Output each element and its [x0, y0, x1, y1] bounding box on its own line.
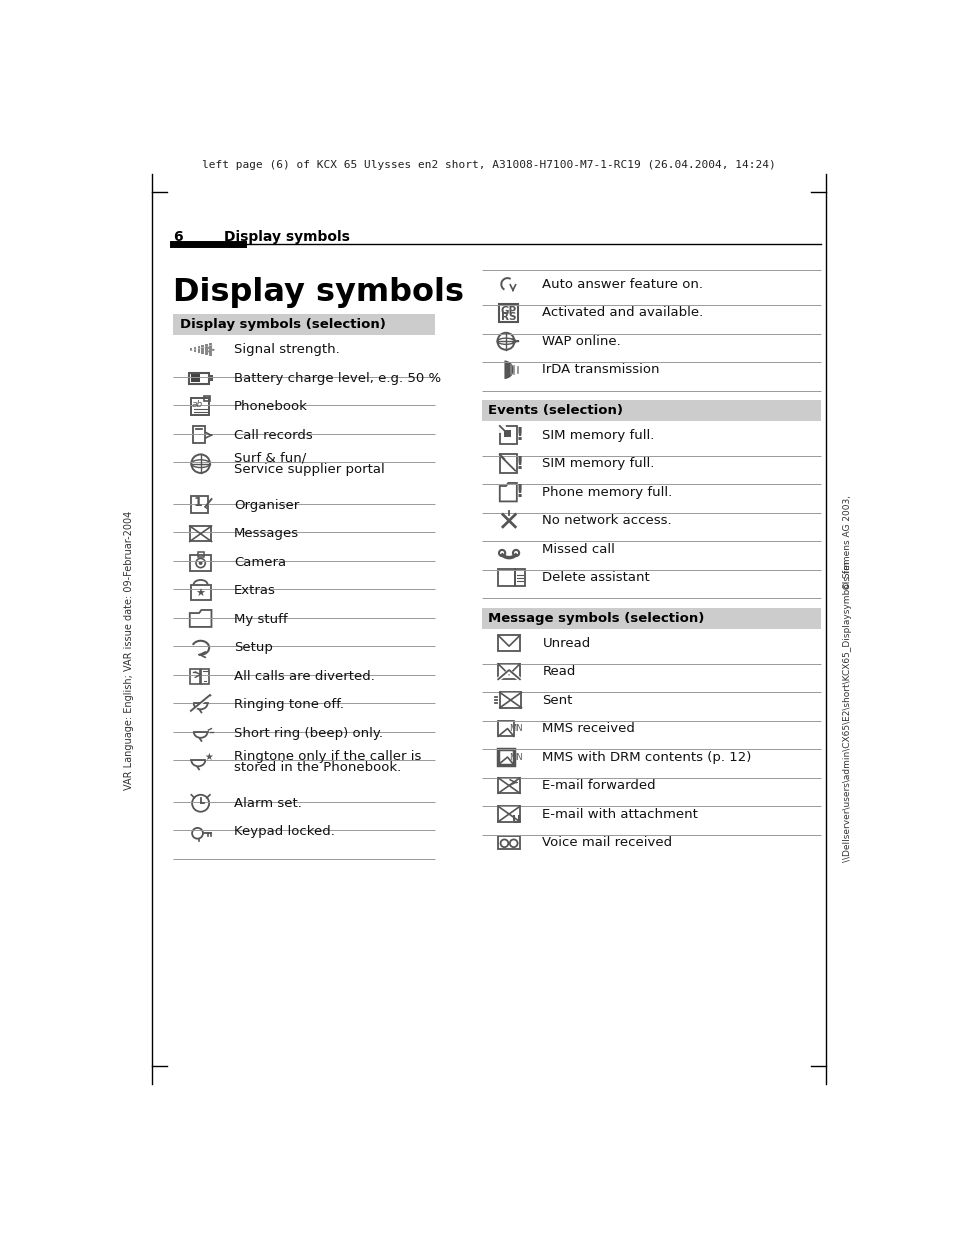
Text: MMS received: MMS received [542, 723, 635, 735]
Text: U: U [512, 815, 520, 825]
Bar [499, 693, 521, 708]
Text: Activated and available.: Activated and available. [542, 307, 703, 319]
Bar [190, 348, 193, 351]
Text: All calls are diverted.: All calls are diverted. [233, 669, 375, 683]
Bar [191, 399, 209, 415]
Text: Service supplier portal: Service supplier portal [233, 464, 384, 476]
Text: Unread: Unread [542, 637, 590, 649]
Text: Ringing tone off.: Ringing tone off. [233, 698, 344, 711]
Bar [193, 426, 205, 442]
Bar [503, 430, 511, 437]
Bar [497, 569, 515, 586]
Text: Setup: Setup [233, 642, 273, 654]
Text: RS: RS [500, 313, 516, 323]
Bar [497, 635, 519, 650]
Bar [515, 569, 524, 586]
Text: SIM memory full.: SIM memory full. [542, 429, 654, 441]
Bar [204, 396, 210, 400]
Text: © Siemens AG 2003,: © Siemens AG 2003, [842, 495, 851, 589]
Bar [190, 526, 212, 542]
Text: !: ! [516, 483, 523, 501]
Text: !: ! [516, 455, 523, 472]
Bar [481, 400, 820, 421]
Bar [190, 669, 199, 684]
Text: Delete assistant: Delete assistant [542, 571, 649, 584]
Text: Read: Read [542, 665, 576, 678]
Text: Events (selection): Events (selection) [488, 404, 622, 417]
Bar [497, 806, 519, 821]
Text: Display symbols (selection): Display symbols (selection) [179, 318, 385, 330]
Text: No network access.: No network access. [542, 515, 671, 527]
Text: Missed call: Missed call [542, 543, 615, 556]
Bar [189, 373, 209, 384]
Bar [173, 314, 435, 335]
Bar [209, 344, 212, 356]
Text: Display symbols: Display symbols [173, 277, 464, 308]
Text: E-mail with attachment: E-mail with attachment [542, 807, 698, 821]
Bar [497, 721, 513, 736]
Text: Organiser: Organiser [233, 498, 299, 512]
Text: ★: ★ [195, 589, 206, 599]
Bar [197, 552, 204, 557]
Text: !: ! [516, 426, 523, 444]
Text: Message symbols (selection): Message symbols (selection) [488, 612, 703, 625]
Bar [192, 496, 208, 513]
Text: stored in the Phonebook.: stored in the Phonebook. [233, 761, 401, 774]
Text: left page (6) of KCX 65 Ulysses en2 short, A31008-H7100-M7-1-RC19 (26.04.2004, 1: left page (6) of KCX 65 Ulysses en2 shor… [202, 161, 775, 171]
Text: Ringtone only if the caller is: Ringtone only if the caller is [233, 750, 421, 763]
Bar [497, 749, 513, 765]
Bar [481, 608, 820, 629]
Text: Camera: Camera [233, 556, 286, 568]
Text: E-mail forwarded: E-mail forwarded [542, 779, 656, 792]
Bar [191, 374, 199, 383]
Text: ★: ★ [204, 753, 213, 763]
Bar [499, 455, 517, 473]
Text: Call records: Call records [233, 429, 313, 441]
Bar [498, 304, 517, 321]
Bar [209, 375, 213, 381]
Bar [497, 664, 519, 679]
Bar [497, 778, 519, 794]
Text: MMS with DRM contents (p. 12): MMS with DRM contents (p. 12) [542, 750, 751, 764]
Text: WAP online.: WAP online. [542, 335, 620, 348]
Bar [497, 836, 519, 850]
Bar [499, 426, 517, 445]
Text: VAR Language: English; VAR issue date: 09-Februar-2004: VAR Language: English; VAR issue date: 0… [124, 511, 134, 790]
Text: 1: 1 [193, 496, 202, 510]
Text: Surf & fun/: Surf & fun/ [233, 452, 306, 465]
Text: Display symbols: Display symbols [224, 231, 350, 244]
Text: My stuff: My stuff [233, 613, 287, 625]
Text: Extras: Extras [233, 584, 275, 597]
Text: Sent: Sent [542, 694, 572, 706]
Text: Signal strength.: Signal strength. [233, 343, 339, 356]
Text: Phone memory full.: Phone memory full. [542, 486, 672, 498]
Text: Messages: Messages [233, 527, 298, 541]
Bar [197, 346, 200, 353]
Bar [193, 348, 196, 353]
Text: Auto answer feature on.: Auto answer feature on. [542, 278, 702, 290]
Text: SIM memory full.: SIM memory full. [542, 457, 654, 470]
Text: Keypad locked.: Keypad locked. [233, 825, 335, 839]
Bar [205, 344, 208, 355]
Bar [201, 345, 204, 354]
Text: ab: ab [192, 400, 203, 409]
Text: GP: GP [499, 307, 516, 316]
Bar [497, 749, 513, 765]
Text: Phonebook: Phonebook [233, 400, 308, 414]
Text: Battery charge level, e.g. 50 %: Battery charge level, e.g. 50 % [233, 371, 440, 385]
Wedge shape [504, 360, 513, 379]
Text: Voice mail received: Voice mail received [542, 836, 672, 849]
Text: Short ring (beep) only.: Short ring (beep) only. [233, 726, 382, 740]
Text: MN: MN [509, 753, 522, 761]
Text: MN: MN [509, 724, 522, 733]
Text: 6: 6 [173, 231, 183, 244]
Bar [201, 669, 209, 684]
Text: \\Dellserver\users\admin\CX65\E2\short\KCX65_Displaysymbols.fm: \\Dellserver\users\admin\CX65\E2\short\K… [842, 561, 851, 862]
Bar [191, 584, 211, 601]
Text: Alarm set.: Alarm set. [233, 796, 301, 810]
Bar [190, 556, 212, 571]
Text: IrDA transmission: IrDA transmission [542, 364, 659, 376]
Circle shape [198, 561, 202, 564]
